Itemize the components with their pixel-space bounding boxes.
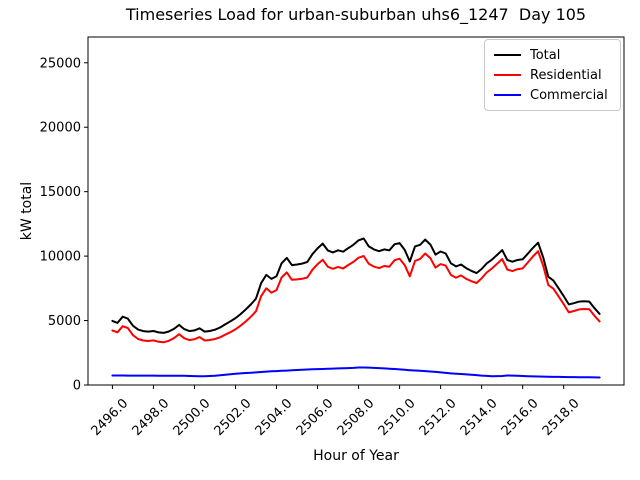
x-tick-label: 2500.0 (171, 396, 214, 439)
x-tick-label: 2516.0 (499, 396, 542, 439)
x-tick-label: 2504.0 (253, 396, 296, 439)
x-tick-label: 2496.0 (89, 396, 132, 439)
x-tick-label: 2508.0 (335, 396, 378, 439)
plot-frame (87, 36, 625, 386)
legend-item-total: Total (485, 45, 620, 65)
legend-line-sample-commercial (494, 94, 521, 96)
x-axis-label: Hour of Year (313, 448, 399, 464)
x-tick-label: 2512.0 (417, 396, 460, 439)
legend-item-residential: Residential (485, 65, 620, 85)
y-axis-label: kW total (19, 181, 35, 241)
commercial-line (111, 366, 601, 379)
y-tick-label: 10000 (40, 250, 81, 265)
y-tick-label: 15000 (40, 185, 81, 200)
legend-line-sample-residential (494, 74, 521, 76)
legend: Total Residential Commercial (484, 39, 621, 111)
x-tick-label: 2518.0 (540, 396, 583, 439)
legend-label-residential: Residential (530, 67, 602, 83)
x-tick-label: 2506.0 (294, 396, 337, 439)
x-tick-label: 2510.0 (376, 396, 419, 439)
x-tick-label: 2514.0 (458, 396, 501, 439)
y-tick-label: 20000 (40, 121, 81, 136)
residential-line (111, 250, 601, 344)
legend-label-commercial: Commercial (530, 87, 608, 103)
y-tick-label: 0 (73, 379, 81, 394)
chart-title: Timeseries Load for urban-suburban uhs6_… (125, 5, 587, 24)
legend-item-commercial: Commercial (485, 85, 620, 105)
total-line (111, 237, 601, 334)
legend-line-sample-total (494, 54, 521, 56)
legend-label-total: Total (530, 47, 561, 63)
y-tick-label: 5000 (48, 314, 81, 329)
x-tick-label: 2498.0 (130, 396, 173, 439)
x-tick-label: 2502.0 (212, 396, 255, 439)
y-tick-label: 25000 (40, 56, 81, 71)
